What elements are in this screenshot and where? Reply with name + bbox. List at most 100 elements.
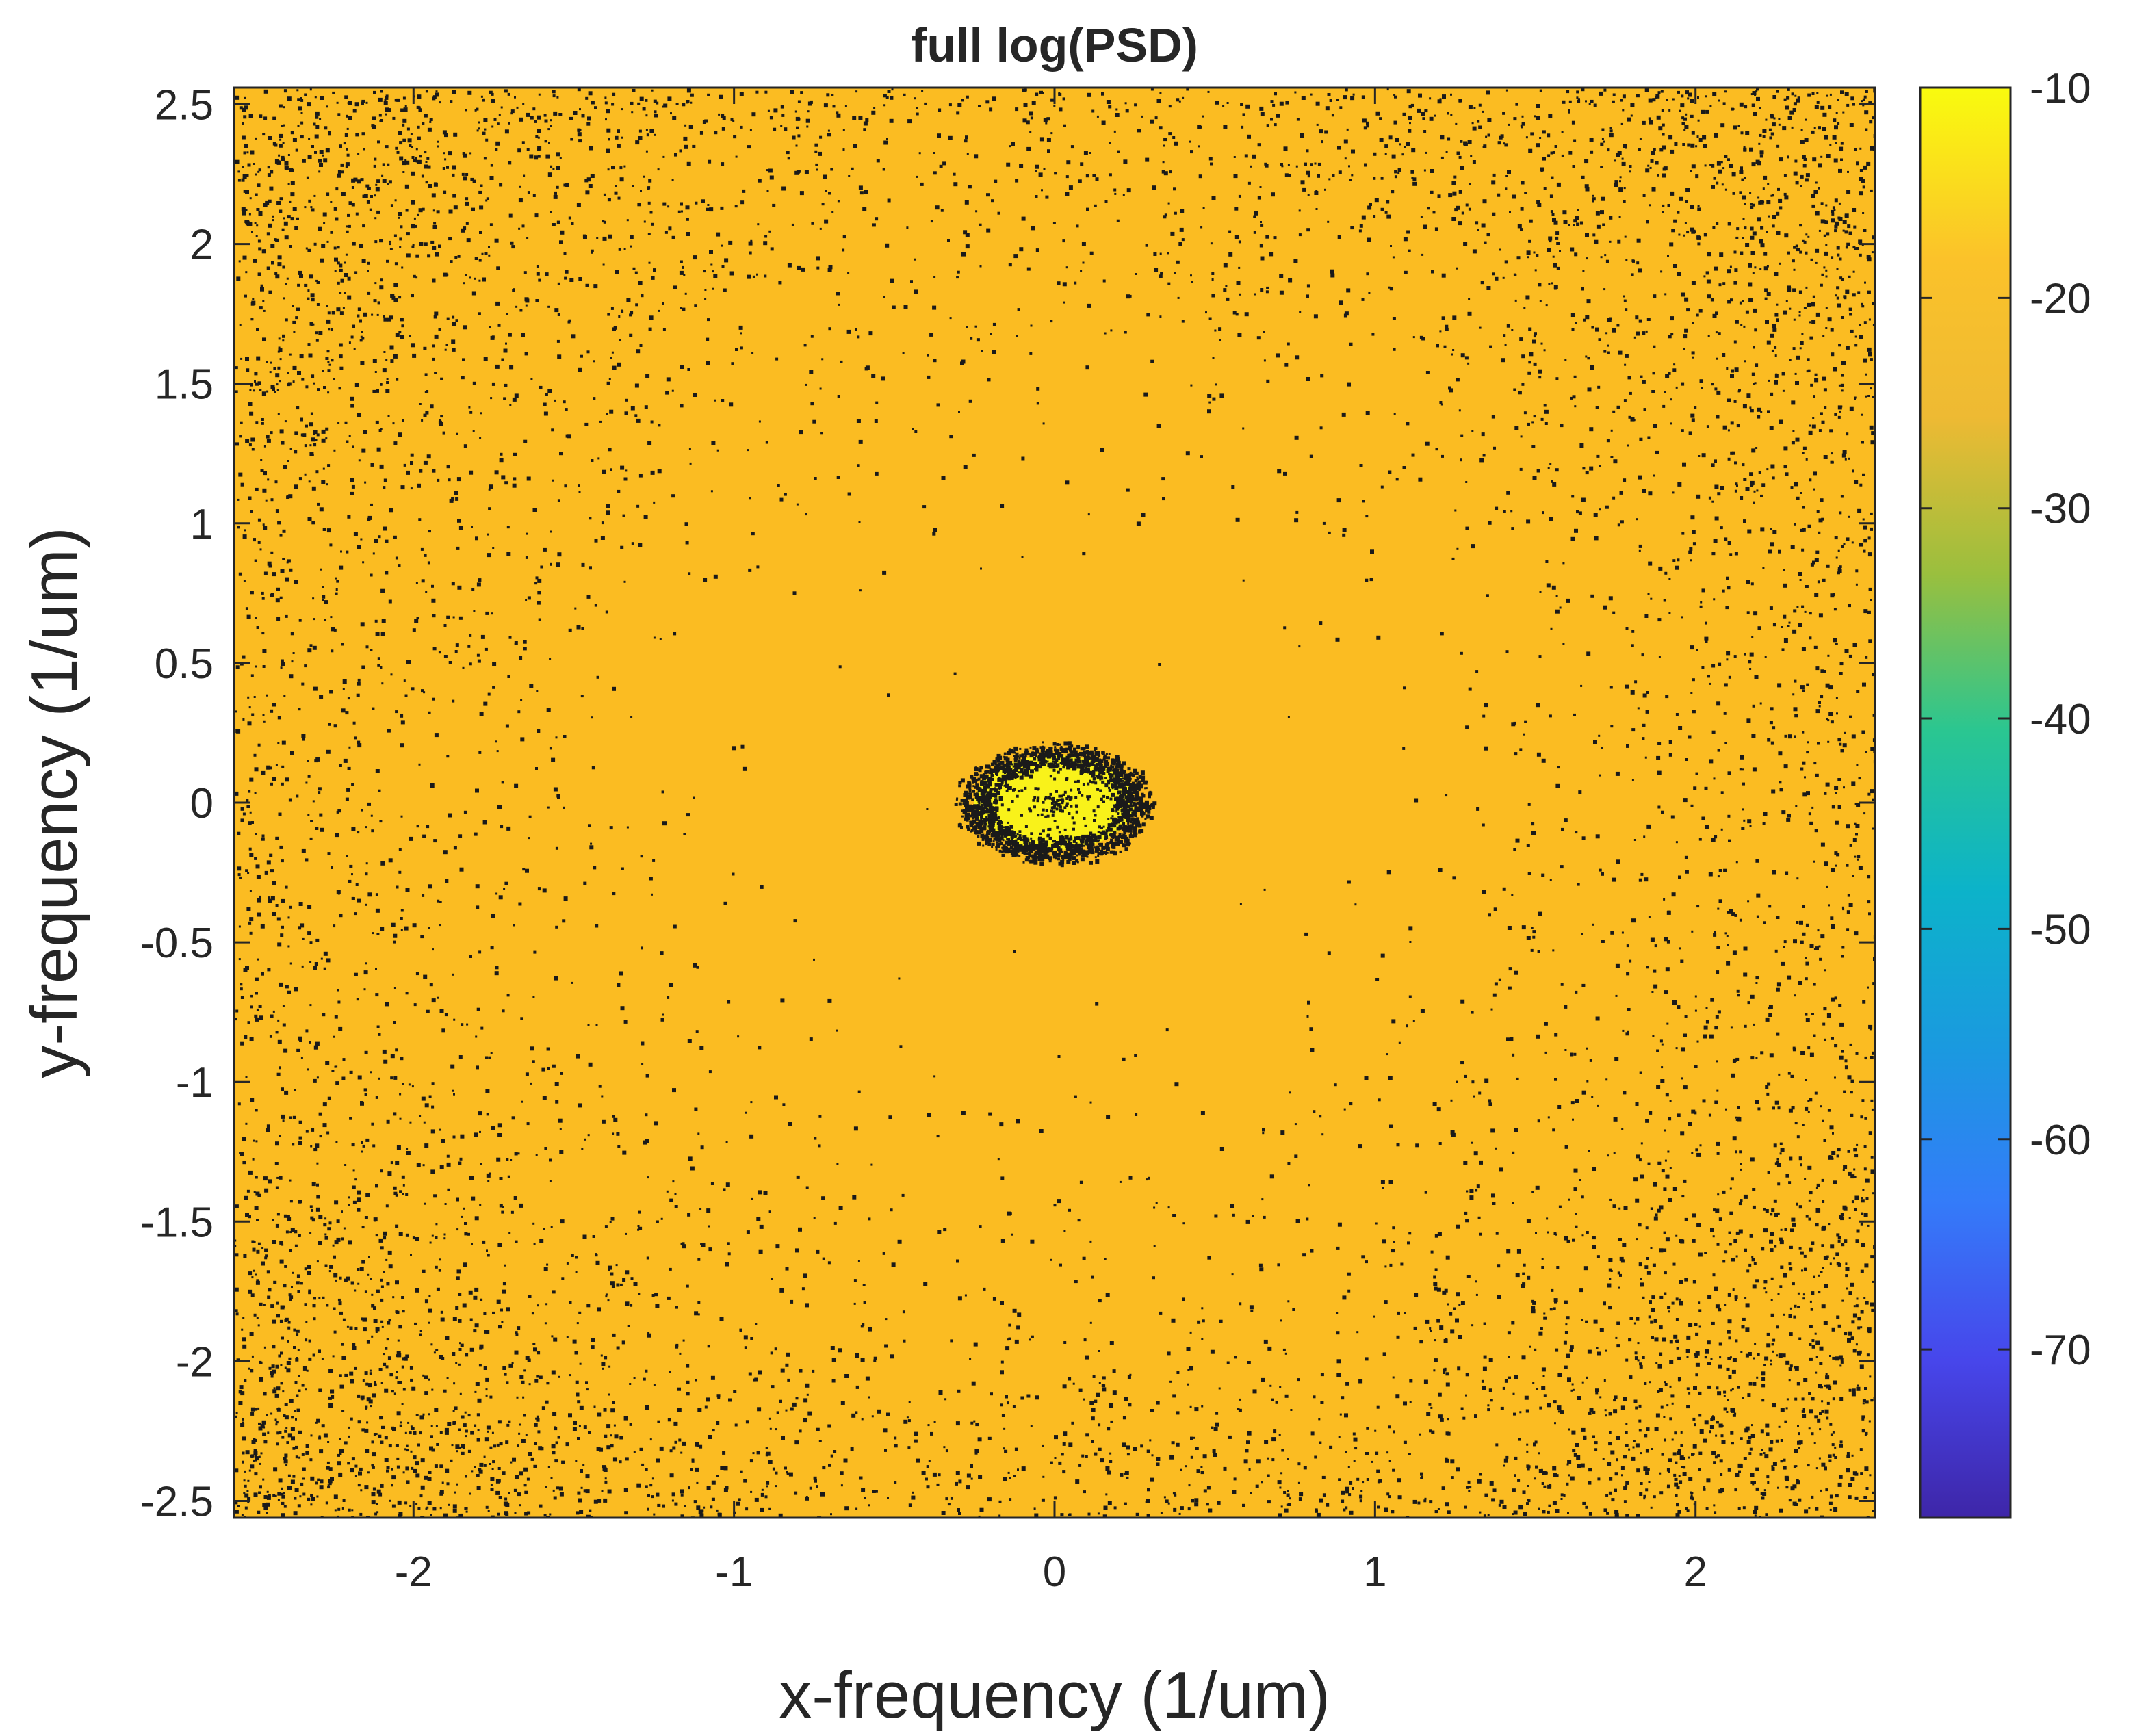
speckle (301, 848, 306, 853)
speckle (581, 562, 585, 567)
speckle (760, 1492, 764, 1497)
speckle (696, 966, 699, 969)
speckle (855, 90, 858, 93)
speckle (488, 507, 491, 510)
speckle (1786, 96, 1790, 100)
speckle (758, 1190, 762, 1195)
speckle (722, 1451, 726, 1455)
speckle (546, 1382, 550, 1385)
speckle (1862, 682, 1866, 687)
speckle (243, 1492, 246, 1494)
speckle (794, 110, 797, 113)
speckle (826, 93, 830, 97)
speckle (1015, 107, 1019, 112)
speckle (1163, 215, 1167, 219)
speckle (1815, 1356, 1818, 1358)
speckle (1560, 424, 1564, 428)
speckle (347, 213, 350, 217)
speckle (1831, 218, 1835, 223)
speckle (1555, 377, 1559, 380)
speckle (380, 588, 385, 593)
speckle (305, 781, 308, 784)
speckle (556, 562, 560, 567)
speckle (1623, 1500, 1627, 1503)
speckle (1701, 453, 1706, 458)
speckle (480, 1026, 484, 1030)
speckle (1765, 1017, 1770, 1022)
speckle (237, 866, 242, 871)
speckle (530, 1082, 532, 1085)
speckle (1820, 412, 1823, 415)
speckle (510, 1461, 513, 1464)
speckle (346, 127, 349, 130)
speckle (1805, 286, 1808, 289)
speckle (1729, 909, 1733, 914)
speckle (1089, 251, 1094, 255)
speckle (1826, 1416, 1829, 1420)
speckle (411, 1427, 415, 1430)
speckle (859, 191, 864, 195)
speckle (1664, 391, 1666, 393)
speckle (283, 1284, 287, 1288)
speckle (1347, 1466, 1350, 1468)
speckle (1813, 983, 1816, 986)
speckle (583, 881, 587, 885)
speckle (1867, 986, 1869, 989)
speckle (1801, 647, 1806, 651)
speckle (1286, 1493, 1290, 1497)
speckle (410, 453, 414, 457)
speckle (1035, 92, 1039, 96)
speckle (1030, 1239, 1035, 1244)
speckle (1684, 328, 1688, 333)
speckle (1779, 1152, 1782, 1155)
speckle (1280, 163, 1283, 166)
speckle (930, 220, 933, 223)
speckle (1349, 1510, 1354, 1515)
speckle (606, 1445, 611, 1450)
speckle (798, 1227, 802, 1232)
speckle (611, 1284, 615, 1288)
speckle (1852, 1349, 1857, 1353)
speckle (1739, 102, 1744, 107)
speckle (1722, 589, 1725, 593)
speckle (500, 1308, 503, 1312)
speckle (1287, 1503, 1291, 1506)
speckle (309, 274, 313, 279)
speckle (1759, 268, 1762, 270)
speckle (1339, 106, 1343, 109)
speckle (242, 122, 244, 125)
speckle (415, 1414, 419, 1416)
speckle (1304, 932, 1308, 936)
speckle (1610, 1450, 1615, 1455)
speckle (1638, 549, 1641, 552)
speckle (1296, 118, 1300, 121)
speckle (471, 1196, 476, 1201)
speckle (242, 166, 244, 168)
speckle (306, 176, 309, 179)
speckle (248, 1367, 250, 1370)
speckle (1749, 825, 1752, 827)
speckle (1657, 1161, 1662, 1165)
speckle (1862, 518, 1865, 521)
speckle (828, 1464, 831, 1467)
speckle (1850, 1282, 1854, 1287)
speckle (315, 125, 320, 129)
speckle (732, 872, 735, 876)
speckle (300, 97, 302, 99)
speckle (787, 157, 790, 160)
speckle (1606, 1512, 1609, 1515)
speckle (338, 1301, 342, 1306)
speckle (1559, 606, 1562, 609)
speckle (596, 1447, 601, 1451)
speckle (1865, 1197, 1869, 1200)
speckle (1681, 94, 1684, 98)
speckle (1572, 1238, 1575, 1242)
speckle (393, 940, 396, 944)
speckle (521, 333, 525, 337)
speckle (246, 614, 251, 619)
speckle (415, 1473, 420, 1478)
speckle (311, 1218, 315, 1222)
speckle (938, 1473, 941, 1477)
speckle (431, 598, 436, 603)
speckle (1000, 504, 1005, 508)
